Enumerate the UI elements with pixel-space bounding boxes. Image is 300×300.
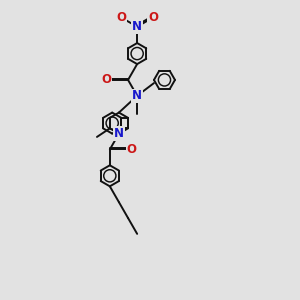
Text: N: N <box>114 127 124 140</box>
Text: O: O <box>116 11 126 24</box>
Text: N: N <box>132 89 142 102</box>
Text: N: N <box>132 20 142 33</box>
Text: O: O <box>102 74 112 86</box>
Text: O: O <box>126 143 136 156</box>
Text: O: O <box>148 11 158 24</box>
